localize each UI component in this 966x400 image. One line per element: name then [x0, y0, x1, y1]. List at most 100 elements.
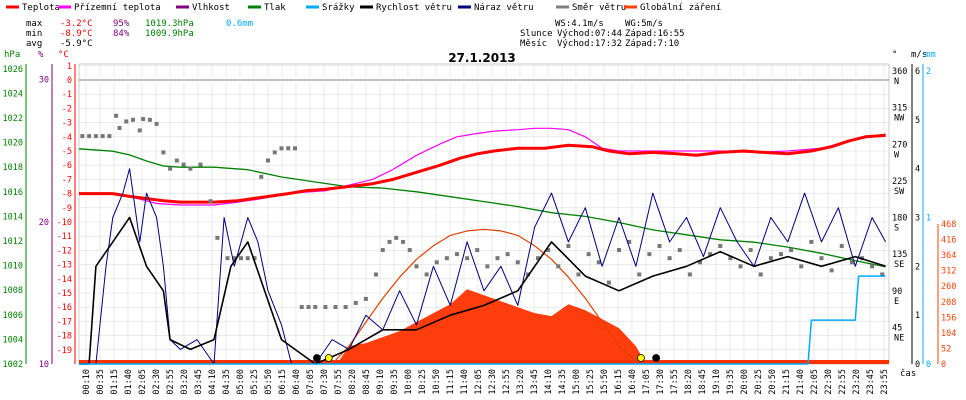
time-tick-label: 06:15	[278, 369, 288, 395]
legend-label: Rychlost větru	[376, 3, 452, 13]
ground-temperature-line	[79, 127, 886, 206]
wind-direction-point	[266, 158, 270, 163]
temperature-tick-label: -4	[62, 133, 72, 143]
wind-direction-point	[546, 248, 551, 253]
time-tick-label: 07:30	[320, 369, 330, 395]
wind-direction-point	[505, 252, 510, 257]
time-tick-label: 18:45	[698, 369, 708, 395]
wind-direction-point	[455, 252, 459, 257]
time-tick-label: 12:55	[502, 369, 512, 395]
stat-min-hum: 84%	[113, 29, 130, 39]
radiation-tick-label: 364	[941, 251, 956, 261]
time-tick-label: 23:55	[880, 369, 890, 395]
time-tick-label: 19:35	[726, 369, 736, 395]
pressure-axis-unit: hPa	[4, 50, 20, 60]
wind-direction-point	[343, 305, 348, 310]
direction-tick-label: E	[894, 297, 899, 307]
wind-direction-point	[708, 252, 713, 257]
wind-direction-point	[414, 264, 419, 269]
wind-direction-point	[465, 256, 470, 261]
direction-tick-label: S	[894, 224, 899, 234]
wind-direction-point	[407, 248, 412, 253]
direction-axis-unit: °	[892, 50, 897, 60]
wind-direction-point	[718, 243, 723, 248]
wind-direction-point	[131, 117, 135, 122]
temperature-tick-label: -5	[62, 147, 72, 157]
moonrise-text: Východ:17:32	[557, 39, 622, 49]
time-tick-label: 02:55	[166, 369, 176, 395]
time-tick-label: 08:20	[348, 369, 358, 395]
wind-direction-point	[779, 252, 783, 257]
time-axis-unit: čas	[900, 368, 916, 379]
wind-direction-point	[758, 272, 763, 277]
wind-direction-point	[299, 305, 304, 310]
wind-direction-point	[401, 239, 405, 244]
pressure-tick-label: 1026	[3, 65, 23, 75]
wind-direction-point	[627, 239, 632, 244]
legend-label: Globální záření	[640, 3, 721, 13]
direction-tick-value: 45	[892, 323, 902, 333]
direction-tick-value: 315	[892, 104, 907, 114]
direction-tick-label: SE	[894, 260, 904, 270]
wind-direction-point	[687, 272, 692, 277]
temperature-tick-label: -2	[62, 104, 72, 114]
wind-direction-point	[586, 252, 591, 257]
wind-direction-point	[306, 305, 311, 310]
wind-direction-point	[323, 305, 328, 310]
humidity-tick-label: 30	[39, 76, 49, 86]
time-tick-label: 17:30	[656, 369, 666, 395]
direction-tick-label: NW	[894, 114, 905, 124]
stat-max-press: 1019.3hPa	[145, 19, 194, 29]
time-tick-label: 02:30	[152, 369, 162, 395]
wind-direction-point	[556, 264, 561, 269]
wind-tick-label: 2	[915, 262, 920, 272]
sunset-text: Západ:16:55	[625, 29, 685, 39]
wind-direction-point	[677, 248, 682, 253]
time-tick-label: 08:45	[362, 369, 372, 395]
pressure-tick-label: 1008	[3, 286, 23, 296]
temperature-tick-label: -12	[57, 246, 72, 256]
temperature-tick-label: -10	[57, 218, 72, 228]
temperature-tick-label: 0	[67, 76, 72, 86]
time-tick-label: 18:20	[684, 369, 694, 395]
time-tick-label: 07:05	[306, 369, 316, 395]
wind-direction-point	[536, 256, 540, 261]
rain-axis-unit: mm	[925, 50, 936, 60]
time-tick-label: 17:05	[642, 369, 652, 395]
wind-direction-point	[147, 117, 152, 122]
wind-direction-point	[380, 248, 385, 253]
rain-tick-label: 1	[926, 214, 931, 224]
chart-title: 27.1.2013	[448, 51, 516, 65]
time-tick-label: 07:55	[334, 369, 344, 395]
direction-tick-label: NE	[894, 333, 904, 343]
stat-max-label: max	[26, 19, 43, 29]
time-tick-label: 20:00	[740, 369, 750, 395]
wind-direction-point	[394, 235, 399, 240]
wind-direction-point	[313, 305, 318, 310]
wind-direction-point	[286, 146, 291, 151]
wind-direction-point	[495, 256, 500, 261]
wind-direction-point	[434, 260, 439, 265]
radiation-tick-label: 0	[941, 360, 946, 370]
legend-label: Srážky	[322, 3, 355, 13]
wind-direction-point	[252, 256, 257, 261]
time-tick-label: 03:45	[194, 369, 204, 395]
pressure-tick-label: 1012	[3, 237, 23, 247]
wind-direction-point	[657, 243, 662, 248]
humidity-tick-label: 20	[39, 218, 49, 228]
wind-direction-point	[107, 134, 112, 139]
pressure-tick-label: 1018	[3, 163, 23, 173]
time-tick-label: 12:30	[488, 369, 498, 395]
legend-label: Vlhkost	[192, 3, 230, 13]
stat-min-press: 1009.9hPa	[145, 29, 194, 39]
legend-label: Tlak	[264, 3, 286, 13]
time-tick-label: 05:25	[250, 369, 260, 395]
time-tick-label: 10:25	[418, 369, 428, 395]
radiation-tick-label: 156	[941, 313, 956, 323]
time-tick-label: 01:40	[124, 369, 134, 395]
moonset-marker	[313, 354, 321, 362]
temperature-tick-label: -9	[62, 204, 72, 214]
temperature-tick-label: -19	[57, 346, 72, 356]
legend-label: Teplota	[22, 3, 60, 13]
